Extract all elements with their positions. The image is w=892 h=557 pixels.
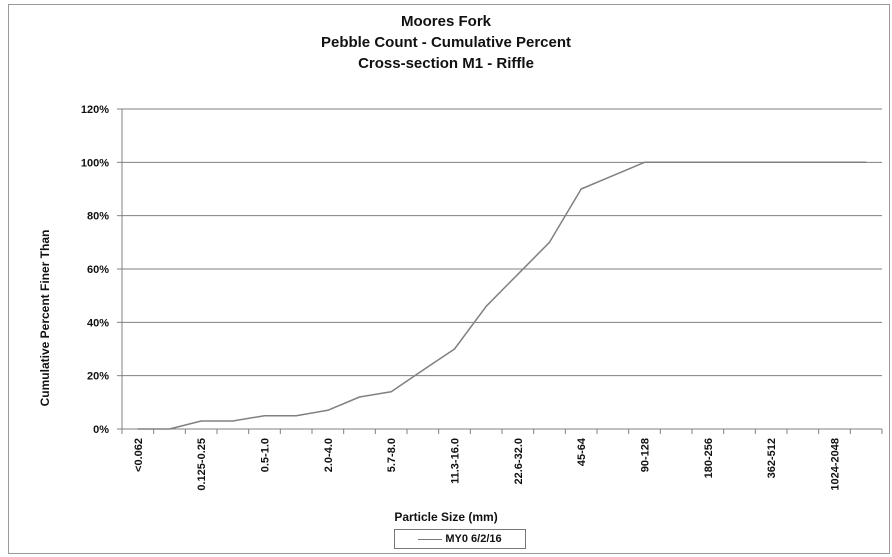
x-tick-label: 90-128	[640, 438, 652, 472]
data-point	[580, 188, 582, 190]
data-point	[517, 273, 519, 275]
data-point	[612, 175, 614, 177]
data-point	[865, 161, 867, 163]
y-tick-label: 0%	[93, 424, 109, 436]
data-point	[453, 348, 456, 350]
data-point	[422, 369, 424, 371]
y-tick-label: 60%	[87, 264, 109, 276]
chart-subtitle: Pebble Count - Cumulative Percent	[320, 34, 572, 51]
legend-swatch	[418, 538, 443, 540]
x-tick-label: 0.5-1.0	[260, 438, 272, 472]
data-point	[643, 161, 646, 163]
data-point	[137, 428, 139, 430]
data-point	[232, 420, 234, 422]
chart-frame	[8, 4, 890, 554]
data-point	[707, 161, 709, 163]
data-point	[770, 161, 772, 163]
x-axis-label: Particle Size (mm)	[394, 510, 498, 524]
x-tick-label: 11.3-16.0	[450, 438, 462, 484]
x-tick-label: <0.062	[133, 438, 145, 472]
legend-label: MY0 6/2/16	[445, 533, 502, 545]
x-tick-label: 0.125-0.25	[196, 438, 208, 491]
data-point	[295, 415, 297, 417]
data-point	[327, 409, 329, 411]
y-tick-label: 20%	[87, 371, 109, 383]
data-point	[675, 161, 677, 163]
y-tick-label: 100%	[81, 157, 109, 169]
legend: MY0 6/2/16	[394, 529, 526, 549]
data-point	[833, 161, 836, 163]
data-point	[358, 396, 361, 398]
x-tick-label: 362-512	[766, 438, 778, 478]
chart-subtitle-2: Cross-section M1 - Riffle	[358, 55, 534, 72]
y-tick-label: 40%	[87, 317, 109, 329]
x-tick-label: 5.7-8.0	[386, 438, 398, 472]
x-tick-label: 22.6-32.0	[513, 438, 525, 484]
chart-title: Moores Fork	[400, 13, 491, 30]
data-point	[200, 420, 202, 422]
data-point	[802, 161, 804, 163]
x-tick-label: 45-64	[576, 437, 588, 466]
data-point	[263, 415, 266, 417]
x-tick-label: 1024-2048	[830, 438, 842, 491]
data-point	[738, 161, 741, 163]
y-tick-label: 80%	[87, 211, 109, 223]
x-tick-label: 180-256	[703, 438, 715, 478]
series-line	[137, 161, 867, 430]
data-point	[390, 391, 392, 393]
y-tick-label: 120%	[81, 104, 109, 116]
x-tick-label: 2.0-4.0	[323, 438, 335, 472]
data-point	[485, 305, 487, 307]
data-point	[548, 241, 551, 243]
data-point	[168, 428, 171, 430]
